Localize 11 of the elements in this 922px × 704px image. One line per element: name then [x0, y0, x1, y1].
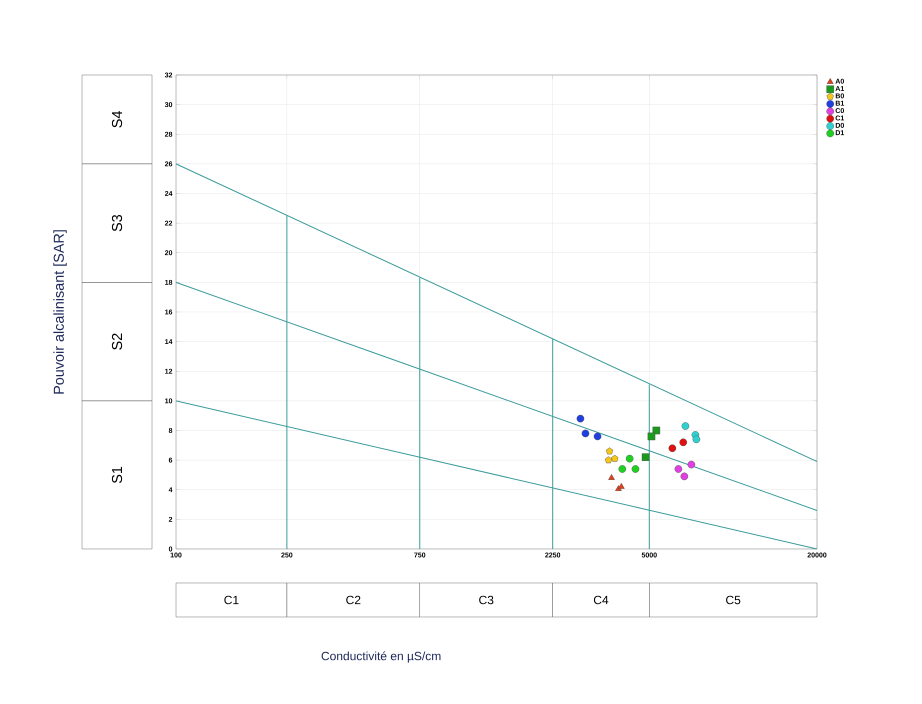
text: C3: [479, 596, 494, 604]
text: S4: [112, 111, 122, 128]
text: Conductivité en µS/cm: [322, 651, 440, 663]
text: C1: [224, 596, 239, 604]
text: Pouvoir alcalinisant [SAR]: [53, 230, 67, 394]
text: S3: [112, 214, 122, 232]
text: C5: [726, 596, 740, 604]
text: C2: [346, 596, 360, 604]
text: S2: [112, 334, 122, 350]
text: C4: [594, 596, 608, 604]
text: S1: [112, 466, 122, 484]
